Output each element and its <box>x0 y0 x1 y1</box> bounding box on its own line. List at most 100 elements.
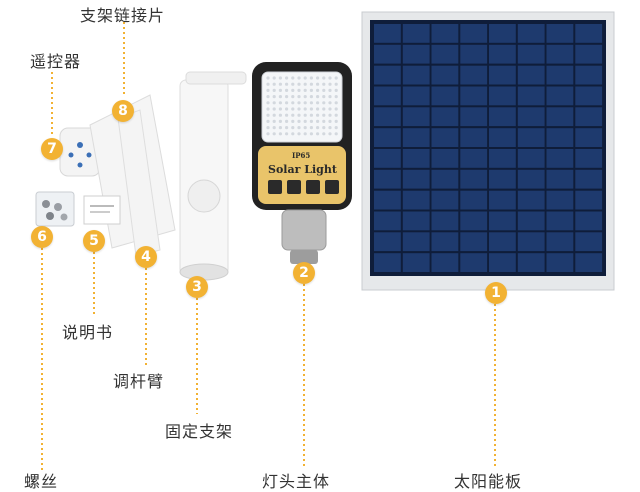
badge-4: 4 <box>135 246 157 268</box>
badge-1: 1 <box>485 282 507 304</box>
led-dot <box>272 76 276 80</box>
label-adjusting-arm: 调杆臂 <box>113 372 165 391</box>
panel-cell <box>517 149 545 168</box>
panel-cell <box>517 128 545 147</box>
led-dot <box>272 95 276 99</box>
panel-cell <box>575 44 603 64</box>
panel-cell <box>431 169 459 189</box>
panel-cell <box>374 44 401 64</box>
led-dot <box>266 76 270 80</box>
led-dot <box>322 119 326 123</box>
led-dot <box>291 107 295 111</box>
panel-cell <box>402 24 430 43</box>
badge-7: 7 <box>41 138 63 160</box>
led-dot <box>309 76 313 80</box>
panel-cell <box>517 169 545 189</box>
led-dot <box>334 88 338 92</box>
led-dot <box>316 88 320 92</box>
led-dot <box>309 119 313 123</box>
led-dot <box>303 113 307 117</box>
panel-cell <box>546 24 574 43</box>
badge-6: 6 <box>31 226 53 248</box>
panel-cell <box>489 190 516 210</box>
led-dot <box>285 101 289 105</box>
badge-3: 3 <box>186 276 208 298</box>
led-dot <box>272 126 276 130</box>
panel-cell <box>546 86 574 106</box>
panel-cell <box>460 232 488 252</box>
led-dot <box>309 132 313 136</box>
panel-cell <box>575 211 603 231</box>
led-dot <box>291 101 295 105</box>
led-dot <box>303 76 307 80</box>
led-dot <box>278 101 282 105</box>
led-dot <box>303 126 307 130</box>
panel-cell <box>402 44 430 64</box>
led-dot <box>316 132 320 136</box>
led-dot <box>303 119 307 123</box>
panel-cell <box>517 24 545 43</box>
panel-cell <box>431 44 459 64</box>
panel-cell <box>431 128 459 147</box>
label-lamp-head: 灯头主体 <box>262 472 331 491</box>
led-dot <box>297 82 301 86</box>
led-dot <box>328 126 332 130</box>
panel-cell <box>402 169 430 189</box>
led-dot <box>309 107 313 111</box>
panel-cell <box>546 190 574 210</box>
panel-cell <box>460 253 488 272</box>
led-dot <box>328 132 332 136</box>
led-dot <box>297 101 301 105</box>
led-dot <box>303 95 307 99</box>
panel-cell <box>402 190 430 210</box>
led-dot <box>297 113 301 117</box>
panel-cell <box>489 107 516 127</box>
led-dot <box>328 95 332 99</box>
led-dot <box>322 88 326 92</box>
led-dot <box>278 113 282 117</box>
label-solar-panel: 太阳能板 <box>454 472 523 491</box>
panel-cell <box>402 107 430 127</box>
badge-number: 3 <box>192 279 202 295</box>
led-dot <box>285 76 289 80</box>
led-dot <box>297 126 301 130</box>
panel-cell <box>575 128 603 147</box>
panel-cell <box>460 65 488 85</box>
badge-number: 4 <box>141 249 151 265</box>
panel-cell <box>575 65 603 85</box>
panel-cell <box>575 24 603 43</box>
panel-cell <box>575 107 603 127</box>
led-dot <box>322 132 326 136</box>
led-dot <box>334 101 338 105</box>
panel-cell <box>374 128 401 147</box>
panel-cell <box>431 211 459 231</box>
panel-cell <box>374 24 401 43</box>
panel-cell <box>402 65 430 85</box>
led-dot <box>291 132 295 136</box>
led-dot <box>328 101 332 105</box>
led-dot <box>297 88 301 92</box>
panel-cell <box>374 107 401 127</box>
led-dot <box>316 76 320 80</box>
panel-cell <box>546 232 574 252</box>
panel-cell <box>402 128 430 147</box>
led-dot <box>316 107 320 111</box>
badge-number: 6 <box>37 229 47 245</box>
panel-cell <box>546 169 574 189</box>
panel-cell <box>489 169 516 189</box>
panel-cell <box>517 232 545 252</box>
badge-8: 8 <box>112 100 134 122</box>
led-dot <box>278 82 282 86</box>
badge-number: 1 <box>491 285 501 301</box>
panel-cell <box>402 149 430 168</box>
led-dot <box>334 126 338 130</box>
badge-number: 2 <box>299 265 309 281</box>
panel-cell <box>517 253 545 272</box>
badge-2: 2 <box>293 262 315 284</box>
panel-cell <box>460 44 488 64</box>
led-dot <box>309 113 313 117</box>
panel-cell <box>546 253 574 272</box>
lamp-rating-text: IP65 <box>292 151 310 160</box>
panel-cell <box>431 107 459 127</box>
